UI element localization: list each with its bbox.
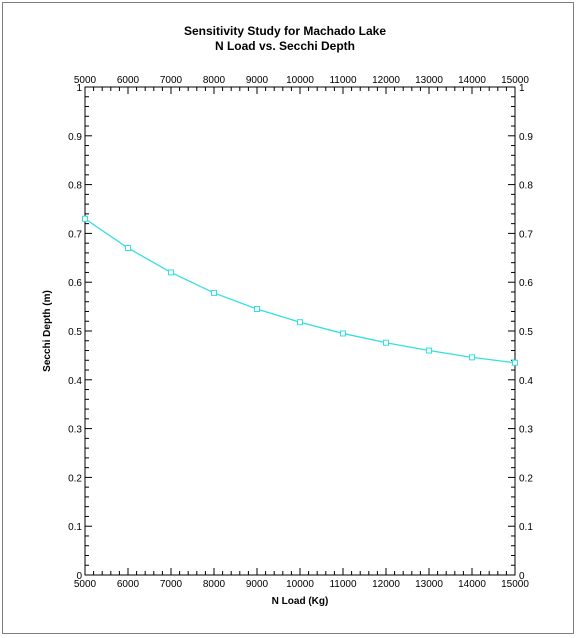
y-tick-label-right: 0.3: [519, 425, 533, 436]
series-line: [84, 218, 516, 364]
y-tick-label-right: 0.8: [519, 181, 533, 192]
x-tick-label: 6000: [117, 579, 140, 590]
x-tick-labels-top: 5000 6000 7000 8000 9000 10000 11000 12000 13000…: [74, 75, 529, 86]
x-tick-label-top: 11000: [329, 75, 357, 86]
y-tick-label: 0.2: [68, 473, 82, 484]
y-tick-labels-left: 0 0.1 0.2 0.3 0.4 0.5 0.6 0.7 0.8 0.9 1: [68, 83, 82, 582]
y-tick-label: 0.9: [68, 132, 82, 143]
series-group: [82, 215, 518, 366]
tick-marks: [84, 86, 516, 576]
y-tick-label: 0: [76, 571, 82, 582]
x-tick-label: 7000: [160, 579, 183, 590]
y-tick-label: 0.1: [68, 522, 82, 533]
data-point: [211, 289, 217, 296]
y-axis-label: Secchi Depth (m): [42, 290, 53, 372]
x-tick-label: 10000: [286, 579, 314, 590]
data-point: [297, 319, 303, 326]
data-point: [82, 215, 88, 222]
x-tick-label-top: 6000: [117, 75, 140, 86]
chart-subtitle: N Load vs. Secchi Depth: [215, 39, 355, 53]
x-axis-label: N Load (Kg): [272, 596, 329, 607]
data-point: [426, 347, 432, 354]
x-tick-label-top: 13000: [415, 75, 443, 86]
x-tick-label: 13000: [415, 579, 443, 590]
data-point: [168, 269, 174, 276]
x-tick-label-top: 12000: [372, 75, 400, 86]
x-tick-label: 9000: [246, 579, 269, 590]
y-tick-label-right: 0.9: [519, 132, 533, 143]
plot-area: [84, 86, 516, 576]
x-tick-label-top: 7000: [160, 75, 183, 86]
x-tick-label-top: 15000: [501, 75, 529, 86]
y-tick-label: 0.6: [68, 278, 82, 289]
y-tick-label: 0.5: [68, 327, 82, 338]
data-point: [340, 330, 346, 337]
y-tick-label-right: 0.7: [519, 229, 533, 240]
chart-title: Sensitivity Study for Machado Lake: [184, 24, 386, 38]
y-tick-label-right: 0.2: [519, 473, 533, 484]
y-tick-label: 0.7: [68, 229, 82, 240]
data-point: [383, 339, 389, 346]
x-tick-label: 5000: [74, 579, 97, 590]
y-tick-label-right: 0: [519, 571, 525, 582]
x-tick-label-top: 5000: [74, 75, 97, 86]
y-tick-label: 0.4: [68, 376, 82, 387]
data-point: [125, 245, 131, 252]
y-tick-labels-right: 0 0.1 0.2 0.3 0.4 0.5 0.6 0.7 0.8 0.9 1: [519, 83, 533, 582]
x-tick-label-top: 14000: [458, 75, 486, 86]
data-point: [512, 359, 518, 366]
x-tick-label: 11000: [329, 579, 357, 590]
y-tick-label-right: 0.1: [519, 522, 533, 533]
y-tick-label: 0.8: [68, 181, 82, 192]
y-tick-label-right: 1: [519, 83, 525, 94]
x-tick-label: 8000: [203, 579, 226, 590]
x-tick-label: 12000: [372, 579, 400, 590]
y-tick-label-right: 0.5: [519, 327, 533, 338]
y-tick-label: 0.3: [68, 425, 82, 436]
x-tick-label: 14000: [458, 579, 486, 590]
x-tick-label: 15000: [501, 579, 529, 590]
y-tick-label-right: 0.4: [519, 376, 533, 387]
x-tick-label-top: 9000: [246, 75, 269, 86]
y-tick-label-right: 0.6: [519, 278, 533, 289]
x-tick-labels-bottom: 5000 6000 7000 8000 9000 10000 11000 12000 13000…: [74, 579, 529, 590]
y-tick-label: 1: [76, 83, 82, 94]
data-point: [469, 354, 475, 361]
x-tick-label-top: 8000: [203, 75, 226, 86]
x-tick-label-top: 10000: [286, 75, 314, 86]
data-point: [254, 306, 260, 313]
